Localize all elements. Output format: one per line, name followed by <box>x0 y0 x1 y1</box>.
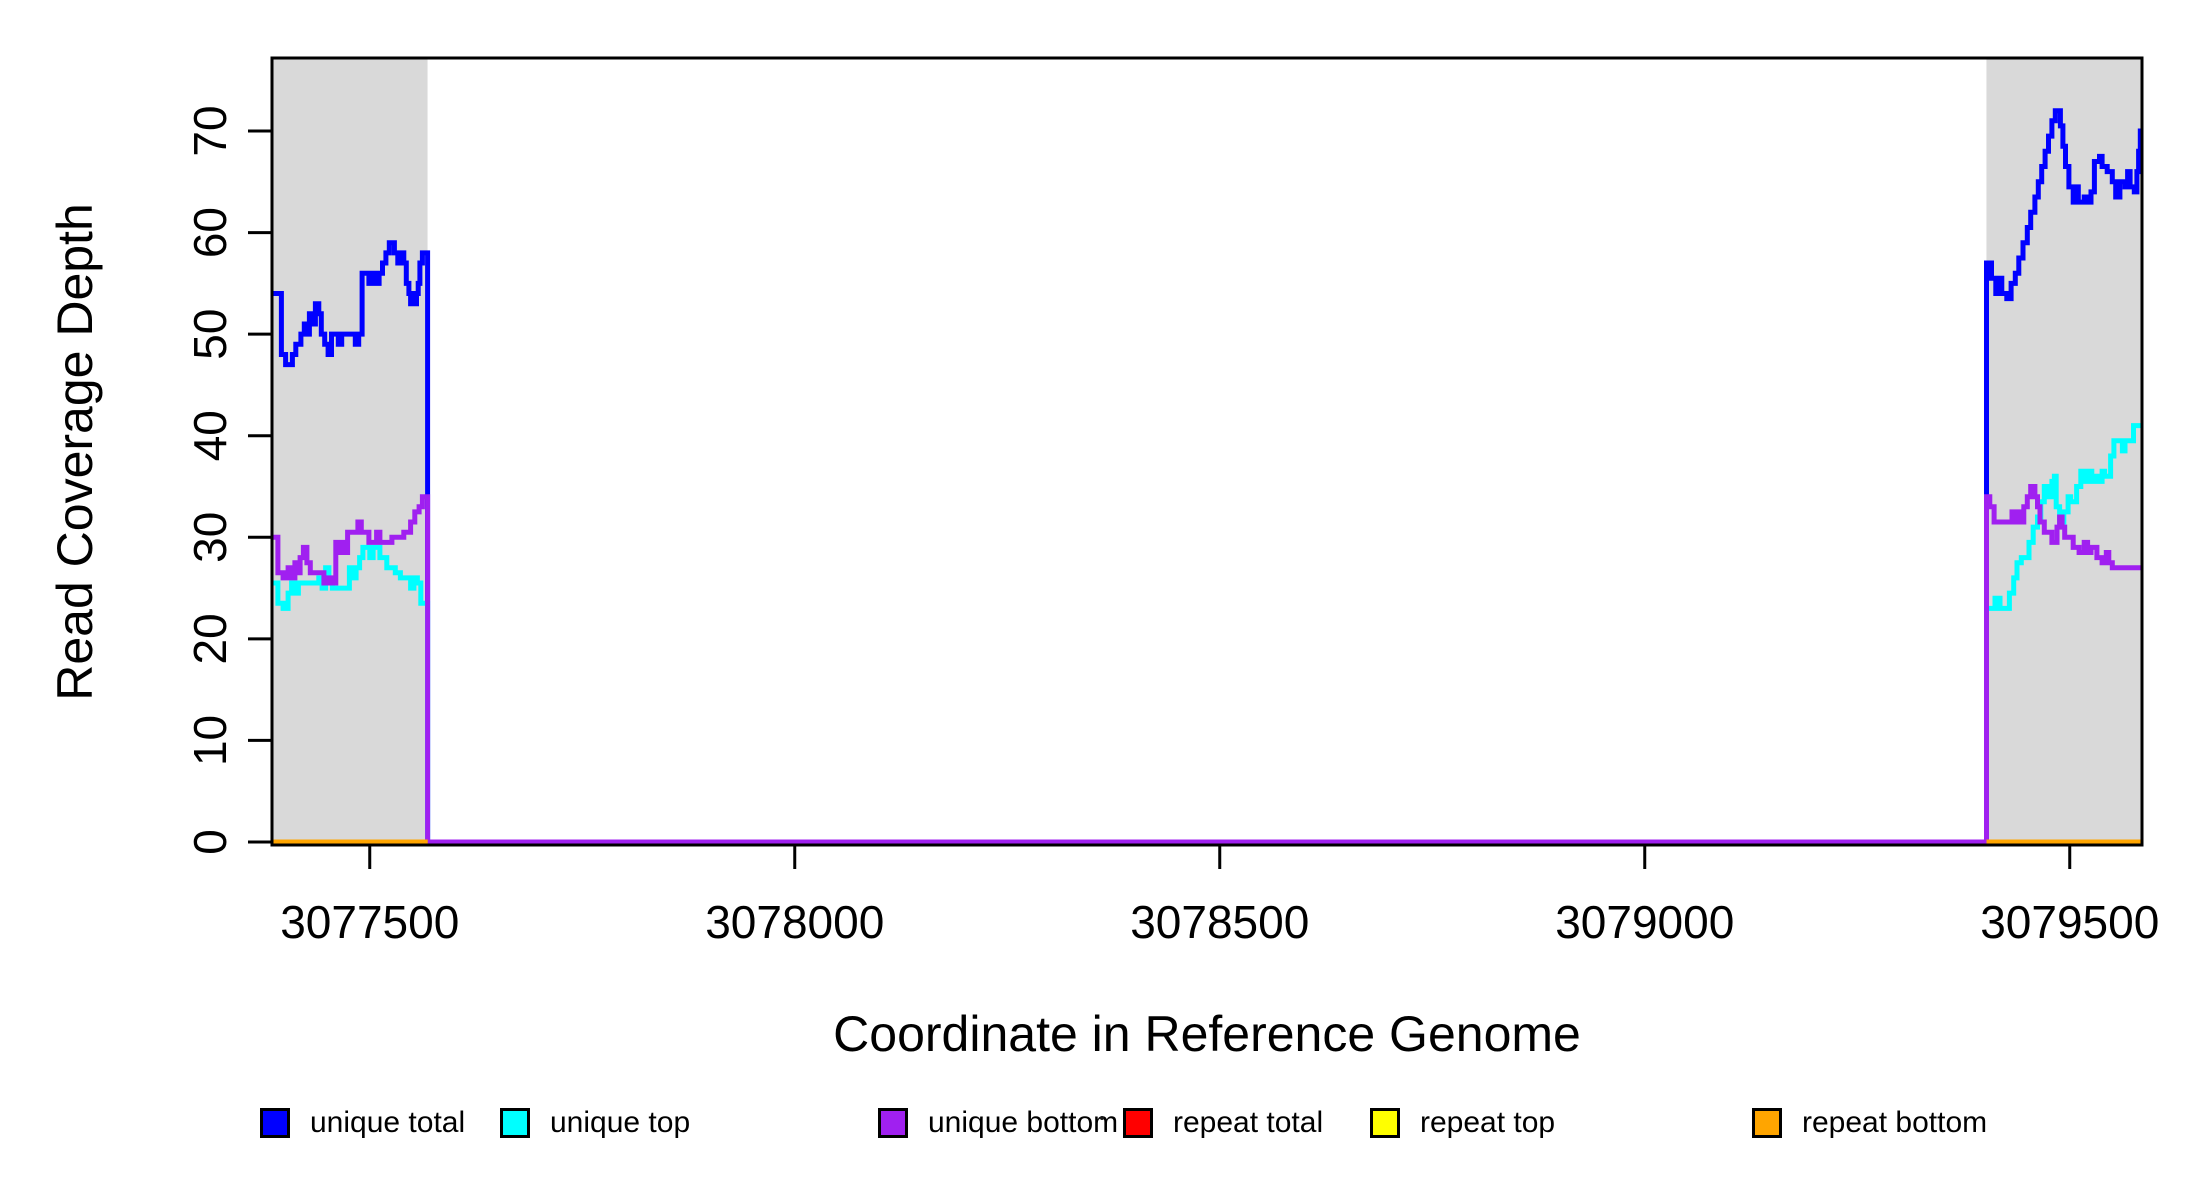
y-axis-title: Read Coverage Depth <box>47 203 103 701</box>
svg-text:40: 40 <box>184 410 236 461</box>
x-axis: 3077500 3078000 3078500 3079000 3079500 <box>280 845 2159 948</box>
svg-text:3078000: 3078000 <box>705 896 884 948</box>
svg-text:0: 0 <box>184 829 236 855</box>
plot-border <box>270 56 2144 847</box>
shaded-regions <box>272 58 2142 845</box>
coverage-lines <box>272 108 2143 845</box>
y-axis: 0 10 20 30 40 50 60 70 <box>184 105 272 855</box>
svg-text:3079500: 3079500 <box>1980 896 2159 948</box>
svg-text:30: 30 <box>184 512 236 563</box>
svg-text:10: 10 <box>184 715 236 766</box>
svg-text:70: 70 <box>184 105 236 156</box>
stray-dot <box>1100 1116 1104 1120</box>
svg-text:50: 50 <box>184 309 236 360</box>
svg-text:3077500: 3077500 <box>280 896 459 948</box>
x-axis-title: Coordinate in Reference Genome <box>833 1006 1581 1062</box>
svg-text:20: 20 <box>184 613 236 664</box>
svg-text:60: 60 <box>184 207 236 258</box>
svg-text:3079000: 3079000 <box>1555 896 1734 948</box>
svg-text:3078500: 3078500 <box>1130 896 1309 948</box>
